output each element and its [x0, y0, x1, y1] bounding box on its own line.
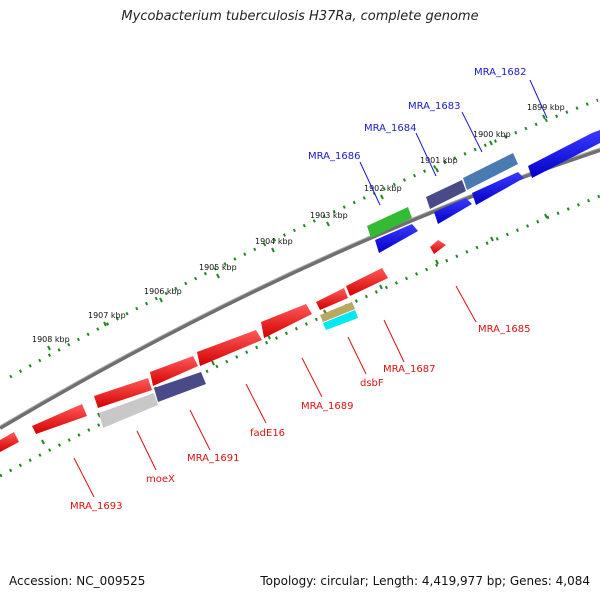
- leader-line: [455, 285, 477, 323]
- gene-label-mra-1691: MRA_1691: [187, 453, 239, 464]
- leader-line: [136, 430, 157, 471]
- gene-label-mra-1693: MRA_1693: [70, 501, 122, 512]
- kbp-label: 1900 kbp: [473, 130, 511, 139]
- map-title: Mycobacterium tuberculosis H37Ra, comple…: [121, 9, 479, 24]
- gene-label-mra-1684: MRA_1684: [364, 123, 416, 134]
- leader-line: [461, 111, 483, 153]
- leader-line: [301, 357, 323, 398]
- gene-label-dsbf: dsbF: [360, 378, 384, 389]
- gene-forward-arrow[interactable]: [375, 224, 418, 253]
- kbp-label: 1902 kbp: [364, 184, 402, 193]
- gene-dsbf-box-lower[interactable]: [323, 310, 358, 330]
- gene-dsbf-box[interactable]: [320, 302, 355, 322]
- gene-mra-1684-box[interactable]: [426, 180, 466, 209]
- kbp-label: 1908 kbp: [32, 335, 70, 344]
- gene-label-mra-1687: MRA_1687: [383, 364, 435, 375]
- leader-line: [189, 409, 211, 451]
- genome-backbone: [0, 148, 600, 430]
- kbp-label: 1905 kbp: [199, 263, 237, 272]
- gene-mra-1683-box[interactable]: [463, 153, 518, 190]
- inner-tick-ruler: [0, 194, 600, 478]
- gene-mra-1691-box[interactable]: [154, 372, 206, 402]
- gene-label-mra-1689: MRA_1689: [301, 401, 353, 412]
- accession-text: Accession: NC_009525: [9, 574, 146, 588]
- leader-line: [415, 132, 437, 177]
- gene-label-moex: moeX: [146, 474, 175, 485]
- gene-mra-1689-arrow[interactable]: [261, 304, 312, 338]
- leader-line: [383, 319, 405, 363]
- outer-major-ticks: [47, 114, 546, 351]
- gene-moex-box[interactable]: [99, 393, 158, 428]
- gene-reverse-arrow[interactable]: [150, 356, 198, 386]
- gene-mra-1685-arrow[interactable]: [430, 240, 446, 254]
- gene-label-mra-1682: MRA_1682: [474, 67, 526, 78]
- gene-reverse-arrow[interactable]: [316, 288, 348, 310]
- gene-label-fade16: fadE16: [250, 428, 285, 439]
- leader-line: [73, 457, 95, 498]
- leader-line: [245, 383, 267, 424]
- outer-tick-ruler: [9, 98, 599, 379]
- leader-line: [359, 161, 381, 206]
- gene-mra-1682-arrow[interactable]: [528, 130, 600, 178]
- kbp-label: 1904 kbp: [255, 237, 293, 246]
- kbp-label: 1907 kbp: [88, 311, 126, 320]
- gene-label-mra-1686: MRA_1686: [308, 151, 360, 162]
- kbp-label: 1906 kbp: [144, 287, 182, 296]
- kbp-label: 1899 kbp: [527, 103, 565, 112]
- gene-mra-1693-arrow[interactable]: [32, 404, 87, 434]
- genome-summary-text: Topology: circular; Length: 4,419,977 bp…: [260, 574, 590, 588]
- leader-line: [529, 79, 548, 119]
- gene-fade16-arrow[interactable]: [197, 330, 262, 366]
- gene-label-mra-1683: MRA_1683: [408, 101, 460, 112]
- gene-forward-arrow[interactable]: [434, 198, 472, 224]
- genome-backbone-highlight: [0, 147, 600, 427]
- gene-reverse-arrow[interactable]: [0, 432, 19, 452]
- gene-forward-arrow[interactable]: [472, 172, 524, 205]
- kbp-label: 1901 kbp: [420, 156, 458, 165]
- leader-line: [347, 336, 367, 375]
- gene-mra-1686-box[interactable]: [367, 207, 412, 238]
- kbp-label: 1903 kbp: [310, 211, 348, 220]
- gene-reverse-arrow[interactable]: [94, 378, 152, 408]
- gene-label-mra-1685: MRA_1685: [478, 324, 530, 335]
- gene-mra-1687-arrow[interactable]: [346, 268, 388, 296]
